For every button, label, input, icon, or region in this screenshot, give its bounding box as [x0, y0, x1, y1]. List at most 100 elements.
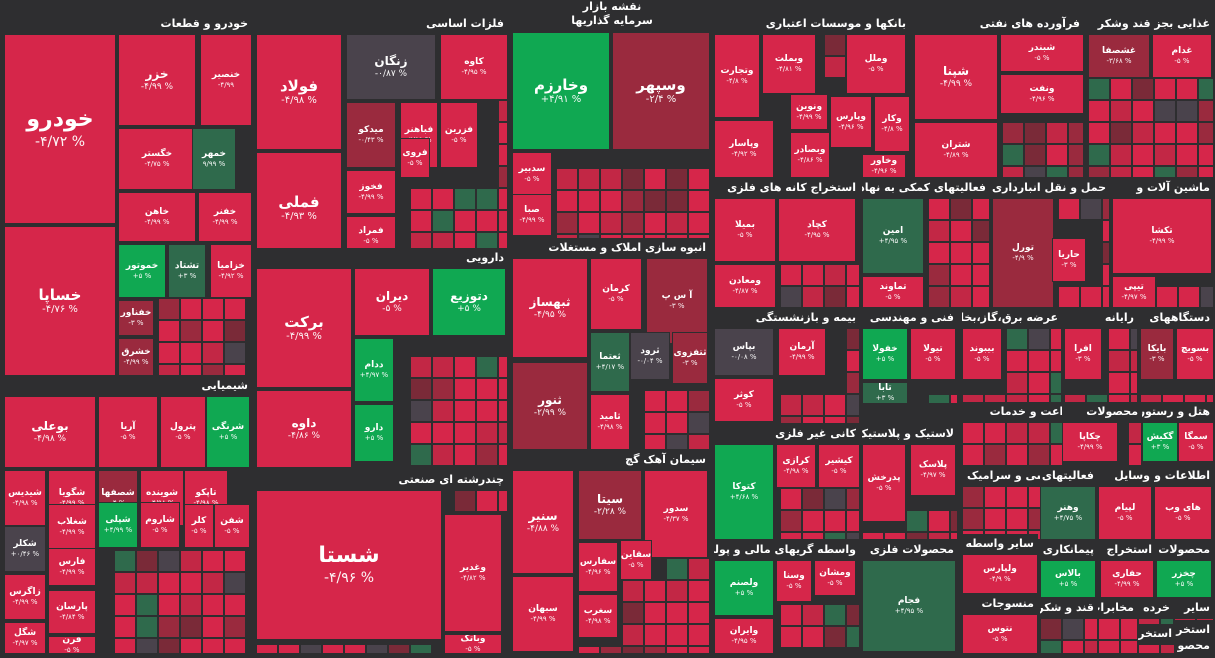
minor-symbol-tile[interactable]	[824, 626, 846, 648]
minor-symbol-tile[interactable]	[950, 286, 972, 308]
minor-symbol-tile[interactable]	[1068, 166, 1084, 178]
minor-symbol-tile[interactable]	[950, 242, 972, 264]
symbol-tile[interactable]: حاریا -۳ %	[1052, 238, 1086, 282]
symbol-tile[interactable]: کچاد -۴/۹۵ %	[778, 198, 856, 262]
minor-symbol-tile[interactable]	[802, 626, 824, 648]
minor-symbol-tile[interactable]	[1080, 198, 1102, 220]
minor-symbol-tile[interactable]	[202, 550, 224, 572]
minor-symbol-tile[interactable]	[224, 320, 246, 342]
minor-symbol-tile[interactable]	[432, 400, 454, 422]
minor-symbol-tile[interactable]	[432, 356, 454, 378]
minor-symbol-tile[interactable]	[644, 390, 666, 412]
minor-symbol-tile[interactable]	[644, 646, 666, 654]
sector-title[interactable]: دستگاههای	[1149, 311, 1210, 324]
symbol-tile[interactable]: پارسان -۴/۸۴ %	[48, 590, 96, 634]
symbol-tile[interactable]: نتوس -۵ %	[962, 614, 1038, 654]
symbol-tile[interactable]: تکشا -۴/۹۹ %	[1112, 198, 1212, 274]
symbol-tile[interactable]: برکت -۴/۹۹ %	[256, 268, 352, 388]
symbol-tile[interactable]: آرمان -۴/۹۹ %	[778, 328, 826, 376]
minor-symbol-tile[interactable]	[1110, 78, 1132, 100]
minor-symbol-tile[interactable]	[950, 198, 972, 220]
symbol-tile[interactable]: بایکا -۳ %	[1140, 328, 1174, 380]
minor-symbol-tile[interactable]	[600, 168, 622, 190]
minor-symbol-tile[interactable]	[158, 550, 180, 572]
minor-symbol-tile[interactable]	[1132, 166, 1154, 178]
sector-title[interactable]: دارویی	[466, 251, 504, 264]
sector-title[interactable]: استخراج	[1138, 627, 1172, 640]
symbol-tile[interactable]: بسویچ -۵ %	[1176, 328, 1214, 380]
minor-symbol-tile[interactable]	[824, 416, 846, 424]
symbol-tile[interactable]: خاهن -۴/۹۹ %	[118, 192, 196, 242]
symbol-tile[interactable]: ومعادن -۴/۸۷ %	[714, 264, 776, 308]
symbol-tile[interactable]: ثرود -۰/۰۴ %	[630, 332, 670, 380]
minor-symbol-tile[interactable]	[928, 286, 950, 308]
minor-symbol-tile[interactable]	[556, 190, 578, 212]
minor-symbol-tile[interactable]	[950, 264, 972, 286]
minor-symbol-tile[interactable]	[136, 594, 158, 616]
minor-symbol-tile[interactable]	[962, 444, 984, 466]
symbol-tile[interactable]: زنگان -۰/۸۷ %	[346, 34, 436, 100]
minor-symbol-tile[interactable]	[824, 532, 846, 540]
symbol-tile[interactable]: ثتفزوی -۳ %	[672, 332, 708, 384]
sector-title[interactable]: عرضه برق،گاز،بخار و	[962, 311, 1058, 324]
minor-symbol-tile[interactable]	[1050, 328, 1062, 350]
minor-symbol-tile[interactable]	[928, 532, 950, 540]
minor-symbol-tile[interactable]	[1058, 286, 1080, 308]
minor-symbol-tile[interactable]	[906, 510, 928, 532]
minor-symbol-tile[interactable]	[622, 168, 644, 190]
minor-symbol-tile[interactable]	[158, 594, 180, 616]
minor-symbol-tile[interactable]	[224, 594, 246, 616]
minor-symbol-tile[interactable]	[1154, 144, 1176, 166]
symbol-tile[interactable]: ونوین -۴/۹۹ %	[790, 94, 828, 130]
minor-symbol-tile[interactable]	[666, 646, 688, 654]
minor-symbol-tile[interactable]	[666, 602, 688, 624]
minor-symbol-tile[interactable]	[1068, 144, 1084, 166]
symbol-tile[interactable]: چخزر +۵ %	[1156, 560, 1212, 598]
symbol-tile[interactable]: وغدیر -۴/۸۲ %	[444, 514, 502, 632]
symbol-tile[interactable]: سدور -۴/۳۷ %	[644, 470, 708, 558]
minor-symbol-tile[interactable]	[1130, 372, 1138, 394]
minor-symbol-tile[interactable]	[644, 412, 666, 434]
symbol-tile[interactable]: شیدیس -۴/۹۸ %	[4, 470, 46, 526]
sector-title[interactable]: زراعت و خدمات	[989, 405, 1076, 418]
symbol-tile[interactable]: سبهان -۴/۹۹ %	[512, 576, 574, 652]
minor-symbol-tile[interactable]	[180, 616, 202, 638]
sector-title[interactable]: کاشی و سرامیک	[967, 469, 1058, 482]
symbol-tile[interactable]: فارس -۴/۹۹ %	[48, 548, 96, 586]
symbol-tile[interactable]: کرازی -۴/۹۸ %	[776, 444, 816, 488]
minor-symbol-tile[interactable]	[846, 626, 860, 648]
minor-symbol-tile[interactable]	[1178, 286, 1200, 308]
sector-title[interactable]: وسایل	[1114, 469, 1150, 482]
minor-symbol-tile[interactable]	[498, 188, 508, 210]
symbol-tile[interactable]: وباتک -۵ %	[444, 634, 502, 654]
symbol-tile[interactable]: شفن -۵ %	[214, 504, 250, 548]
minor-symbol-tile[interactable]	[972, 264, 990, 286]
sector-title[interactable]: محصولات	[1086, 405, 1138, 418]
sector-title[interactable]: رایانه	[1104, 311, 1134, 324]
minor-symbol-tile[interactable]	[410, 444, 432, 466]
symbol-tile[interactable]: وبصادر -۴/۸۶ %	[790, 132, 830, 178]
minor-symbol-tile[interactable]	[1156, 286, 1178, 308]
minor-symbol-tile[interactable]	[824, 264, 846, 286]
minor-symbol-tile[interactable]	[666, 624, 688, 646]
minor-symbol-tile[interactable]	[666, 390, 688, 412]
minor-symbol-tile[interactable]	[410, 378, 432, 400]
minor-symbol-tile[interactable]	[498, 444, 508, 466]
minor-symbol-tile[interactable]	[962, 486, 984, 508]
minor-symbol-tile[interactable]	[846, 394, 860, 416]
minor-symbol-tile[interactable]	[578, 212, 600, 234]
minor-symbol-tile[interactable]	[950, 532, 958, 540]
symbol-tile[interactable]: وپارس -۴/۹۶ %	[830, 96, 872, 148]
symbol-tile[interactable]: خگستر -۴/۷۵ %	[118, 128, 196, 190]
minor-symbol-tile[interactable]	[1198, 122, 1214, 144]
minor-symbol-tile[interactable]	[984, 422, 1006, 444]
symbol-tile[interactable]: کیشیر -۵ %	[818, 444, 860, 488]
minor-symbol-tile[interactable]	[498, 166, 508, 188]
minor-symbol-tile[interactable]	[432, 422, 454, 444]
minor-symbol-tile[interactable]	[666, 190, 688, 212]
minor-symbol-tile[interactable]	[622, 212, 644, 234]
minor-symbol-tile[interactable]	[802, 416, 824, 424]
minor-symbol-tile[interactable]	[1050, 350, 1062, 372]
symbol-tile[interactable]: سیتا -۲/۲۸ %	[578, 470, 642, 540]
minor-symbol-tile[interactable]	[1088, 144, 1110, 166]
